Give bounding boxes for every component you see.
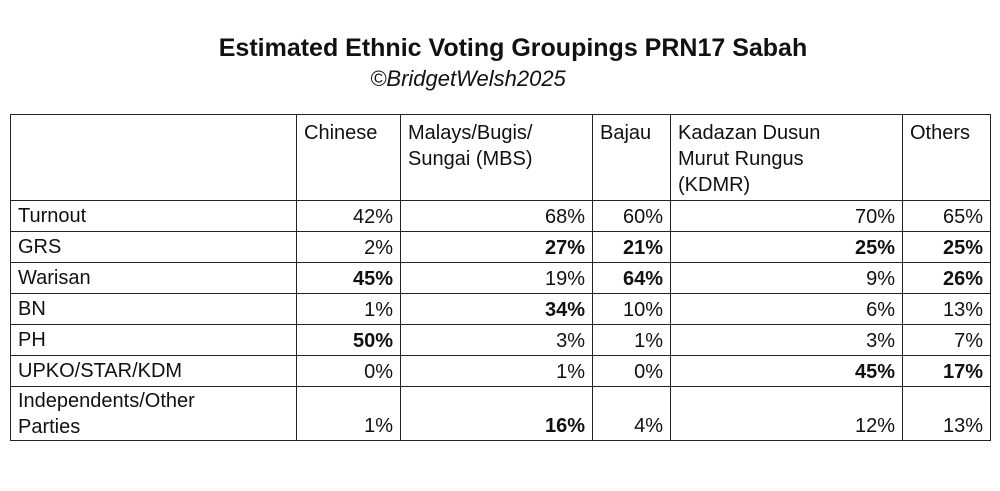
table-row: GRS 2% 27% 21% 25% 25% [10, 231, 991, 263]
table-row: PH 50% 3% 1% 3% 7% [10, 324, 991, 356]
value-cell-others: 26% [902, 262, 991, 294]
value-cell-mbs: 16% [400, 386, 593, 441]
row-label: Turnout [10, 200, 297, 232]
value-cell-others: 7% [902, 324, 991, 356]
row-label: GRS [10, 231, 297, 263]
value-cell-mbs: 1% [400, 355, 593, 387]
value-cell-bajau: 0% [592, 355, 671, 387]
value-cell-chinese: 42% [296, 200, 401, 232]
value-cell-others: 13% [902, 386, 991, 441]
value-cell-others: 17% [902, 355, 991, 387]
row-label: Independents/Other Parties [10, 386, 297, 441]
value-cell-others: 13% [902, 293, 991, 325]
row-label: BN [10, 293, 297, 325]
value-cell-kdmr: 25% [670, 231, 903, 263]
value-cell-others: 25% [902, 231, 991, 263]
value-cell-bajau: 4% [592, 386, 671, 441]
table-row: UPKO/STAR/KDM 0% 1% 0% 45% 17% [10, 355, 991, 387]
table-row: Warisan 45% 19% 64% 9% 26% [10, 262, 991, 294]
row-label: PH [10, 324, 297, 356]
row-label: Warisan [10, 262, 297, 294]
value-cell-chinese: 1% [296, 386, 401, 441]
header-cell-corner [10, 114, 297, 201]
header-cell-bajau: Bajau [592, 114, 671, 201]
value-cell-bajau: 21% [592, 231, 671, 263]
chart-title: Estimated Ethnic Voting Groupings PRN17 … [218, 34, 808, 62]
value-cell-chinese: 45% [296, 262, 401, 294]
value-cell-kdmr: 45% [670, 355, 903, 387]
value-cell-kdmr: 12% [670, 386, 903, 441]
value-cell-mbs: 34% [400, 293, 593, 325]
value-cell-chinese: 1% [296, 293, 401, 325]
value-cell-kdmr: 6% [670, 293, 903, 325]
header-cell-kdmr: Kadazan Dusun Murut Rungus (KDMR) [670, 114, 903, 201]
value-cell-bajau: 64% [592, 262, 671, 294]
value-cell-mbs: 3% [400, 324, 593, 356]
header-row: Chinese Malays/Bugis/ Sungai (MBS) Bajau… [10, 114, 991, 201]
header-cell-mbs: Malays/Bugis/ Sungai (MBS) [400, 114, 593, 201]
value-cell-others: 65% [902, 200, 991, 232]
value-cell-mbs: 27% [400, 231, 593, 263]
row-label: UPKO/STAR/KDM [10, 355, 297, 387]
value-cell-kdmr: 9% [670, 262, 903, 294]
value-cell-kdmr: 3% [670, 324, 903, 356]
table-row: BN 1% 34% 10% 6% 13% [10, 293, 991, 325]
value-cell-mbs: 19% [400, 262, 593, 294]
value-cell-kdmr: 70% [670, 200, 903, 232]
header-cell-others: Others [902, 114, 991, 201]
table-row: Turnout 42% 68% 60% 70% 65% [10, 200, 991, 232]
table-body: Turnout 42% 68% 60% 70% 65% GRS 2% 27% 21% 25% 25% W… [10, 200, 991, 441]
value-cell-bajau: 60% [592, 200, 671, 232]
voting-table: Chinese Malays/Bugis/ Sungai (MBS) Bajau… [10, 114, 991, 441]
value-cell-chinese: 0% [296, 355, 401, 387]
header-cell-chinese: Chinese [296, 114, 401, 201]
table-row: Independents/Other Parties 1% 16% 4% 12% 13% [10, 386, 991, 441]
value-cell-chinese: 2% [296, 231, 401, 263]
chart-subtitle: ©BridgetWelsh2025 [370, 66, 566, 91]
value-cell-bajau: 1% [592, 324, 671, 356]
value-cell-chinese: 50% [296, 324, 401, 356]
value-cell-bajau: 10% [592, 293, 671, 325]
value-cell-mbs: 68% [400, 200, 593, 232]
